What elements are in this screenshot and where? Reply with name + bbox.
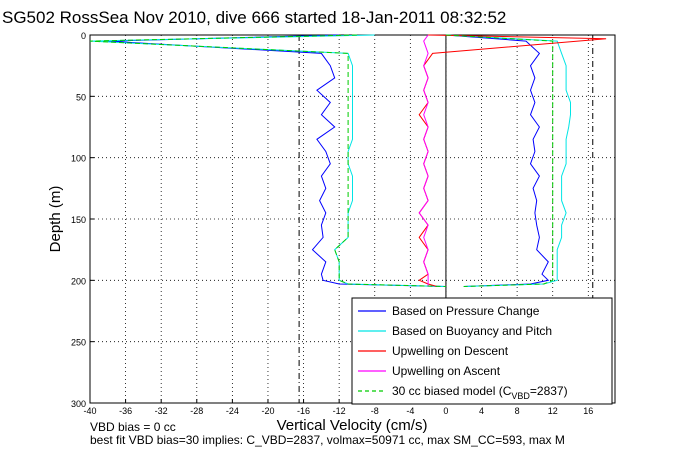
x-tick-label: -32 (155, 406, 168, 416)
y-tick-label: 150 (71, 215, 86, 225)
series-5-descent-line (89, 34, 446, 287)
y-tick-label: 50 (76, 92, 86, 102)
series-layer (89, 34, 607, 287)
footnote-vbd-bias: VBD bias = 0 cc (90, 420, 176, 434)
y-axis-label: Depth (m) (47, 186, 64, 253)
y-tick-label: 100 (71, 154, 86, 164)
series-2-ascent-line (445, 34, 571, 287)
legend-entry: Upwelling on Ascent (392, 364, 501, 378)
legend: Based on Pressure Change Based on Buoyanc… (351, 297, 613, 405)
x-tick-label: 4 (479, 406, 484, 416)
legend-entry: Upwelling on Descent (392, 344, 509, 358)
y-tick-label: 300 (71, 399, 86, 409)
y-tick-label: 0 (81, 31, 86, 41)
x-tick-label: -12 (333, 406, 346, 416)
footnote-best-fit: best fit VBD bias=30 implies: C_VBD=2837… (90, 433, 565, 447)
x-tick-label: -24 (226, 406, 239, 416)
x-tick-label: -8 (371, 406, 379, 416)
y-tick-label: 250 (71, 338, 86, 348)
x-tick-label: -20 (261, 406, 274, 416)
series-1-ascent-line (445, 34, 550, 287)
x-tick-label: -16 (297, 406, 310, 416)
series-4-line (418, 34, 429, 287)
x-tick-label: 8 (515, 406, 520, 416)
y-tick-label: 200 (71, 276, 86, 286)
legend-entry: 30 cc biased model (CVBD=2837) (392, 384, 568, 401)
series-5-ascent-line (445, 34, 554, 287)
legend-entry: Based on Buoyancy and Pitch (392, 324, 552, 338)
x-tick-label: -40 (83, 406, 96, 416)
x-tick-label: -28 (190, 406, 203, 416)
legend-entry: Based on Pressure Change (392, 304, 540, 318)
x-tick-label: -4 (406, 406, 414, 416)
x-tick-label: 12 (548, 406, 558, 416)
legend-box (351, 297, 613, 405)
y-ticks: 0 50 100 150 200 250 300 (71, 31, 94, 409)
x-tick-label: 0 (443, 406, 448, 416)
series-1-descent-line (107, 34, 446, 287)
x-tick-label: -36 (119, 406, 132, 416)
x-tick-label: 16 (583, 406, 593, 416)
series-2-descent-line (89, 34, 446, 287)
x-axis-label: Vertical Velocity (cm/s) (277, 417, 428, 434)
chart-title: SG502 RossSea Nov 2010, dive 666 started… (2, 8, 506, 27)
